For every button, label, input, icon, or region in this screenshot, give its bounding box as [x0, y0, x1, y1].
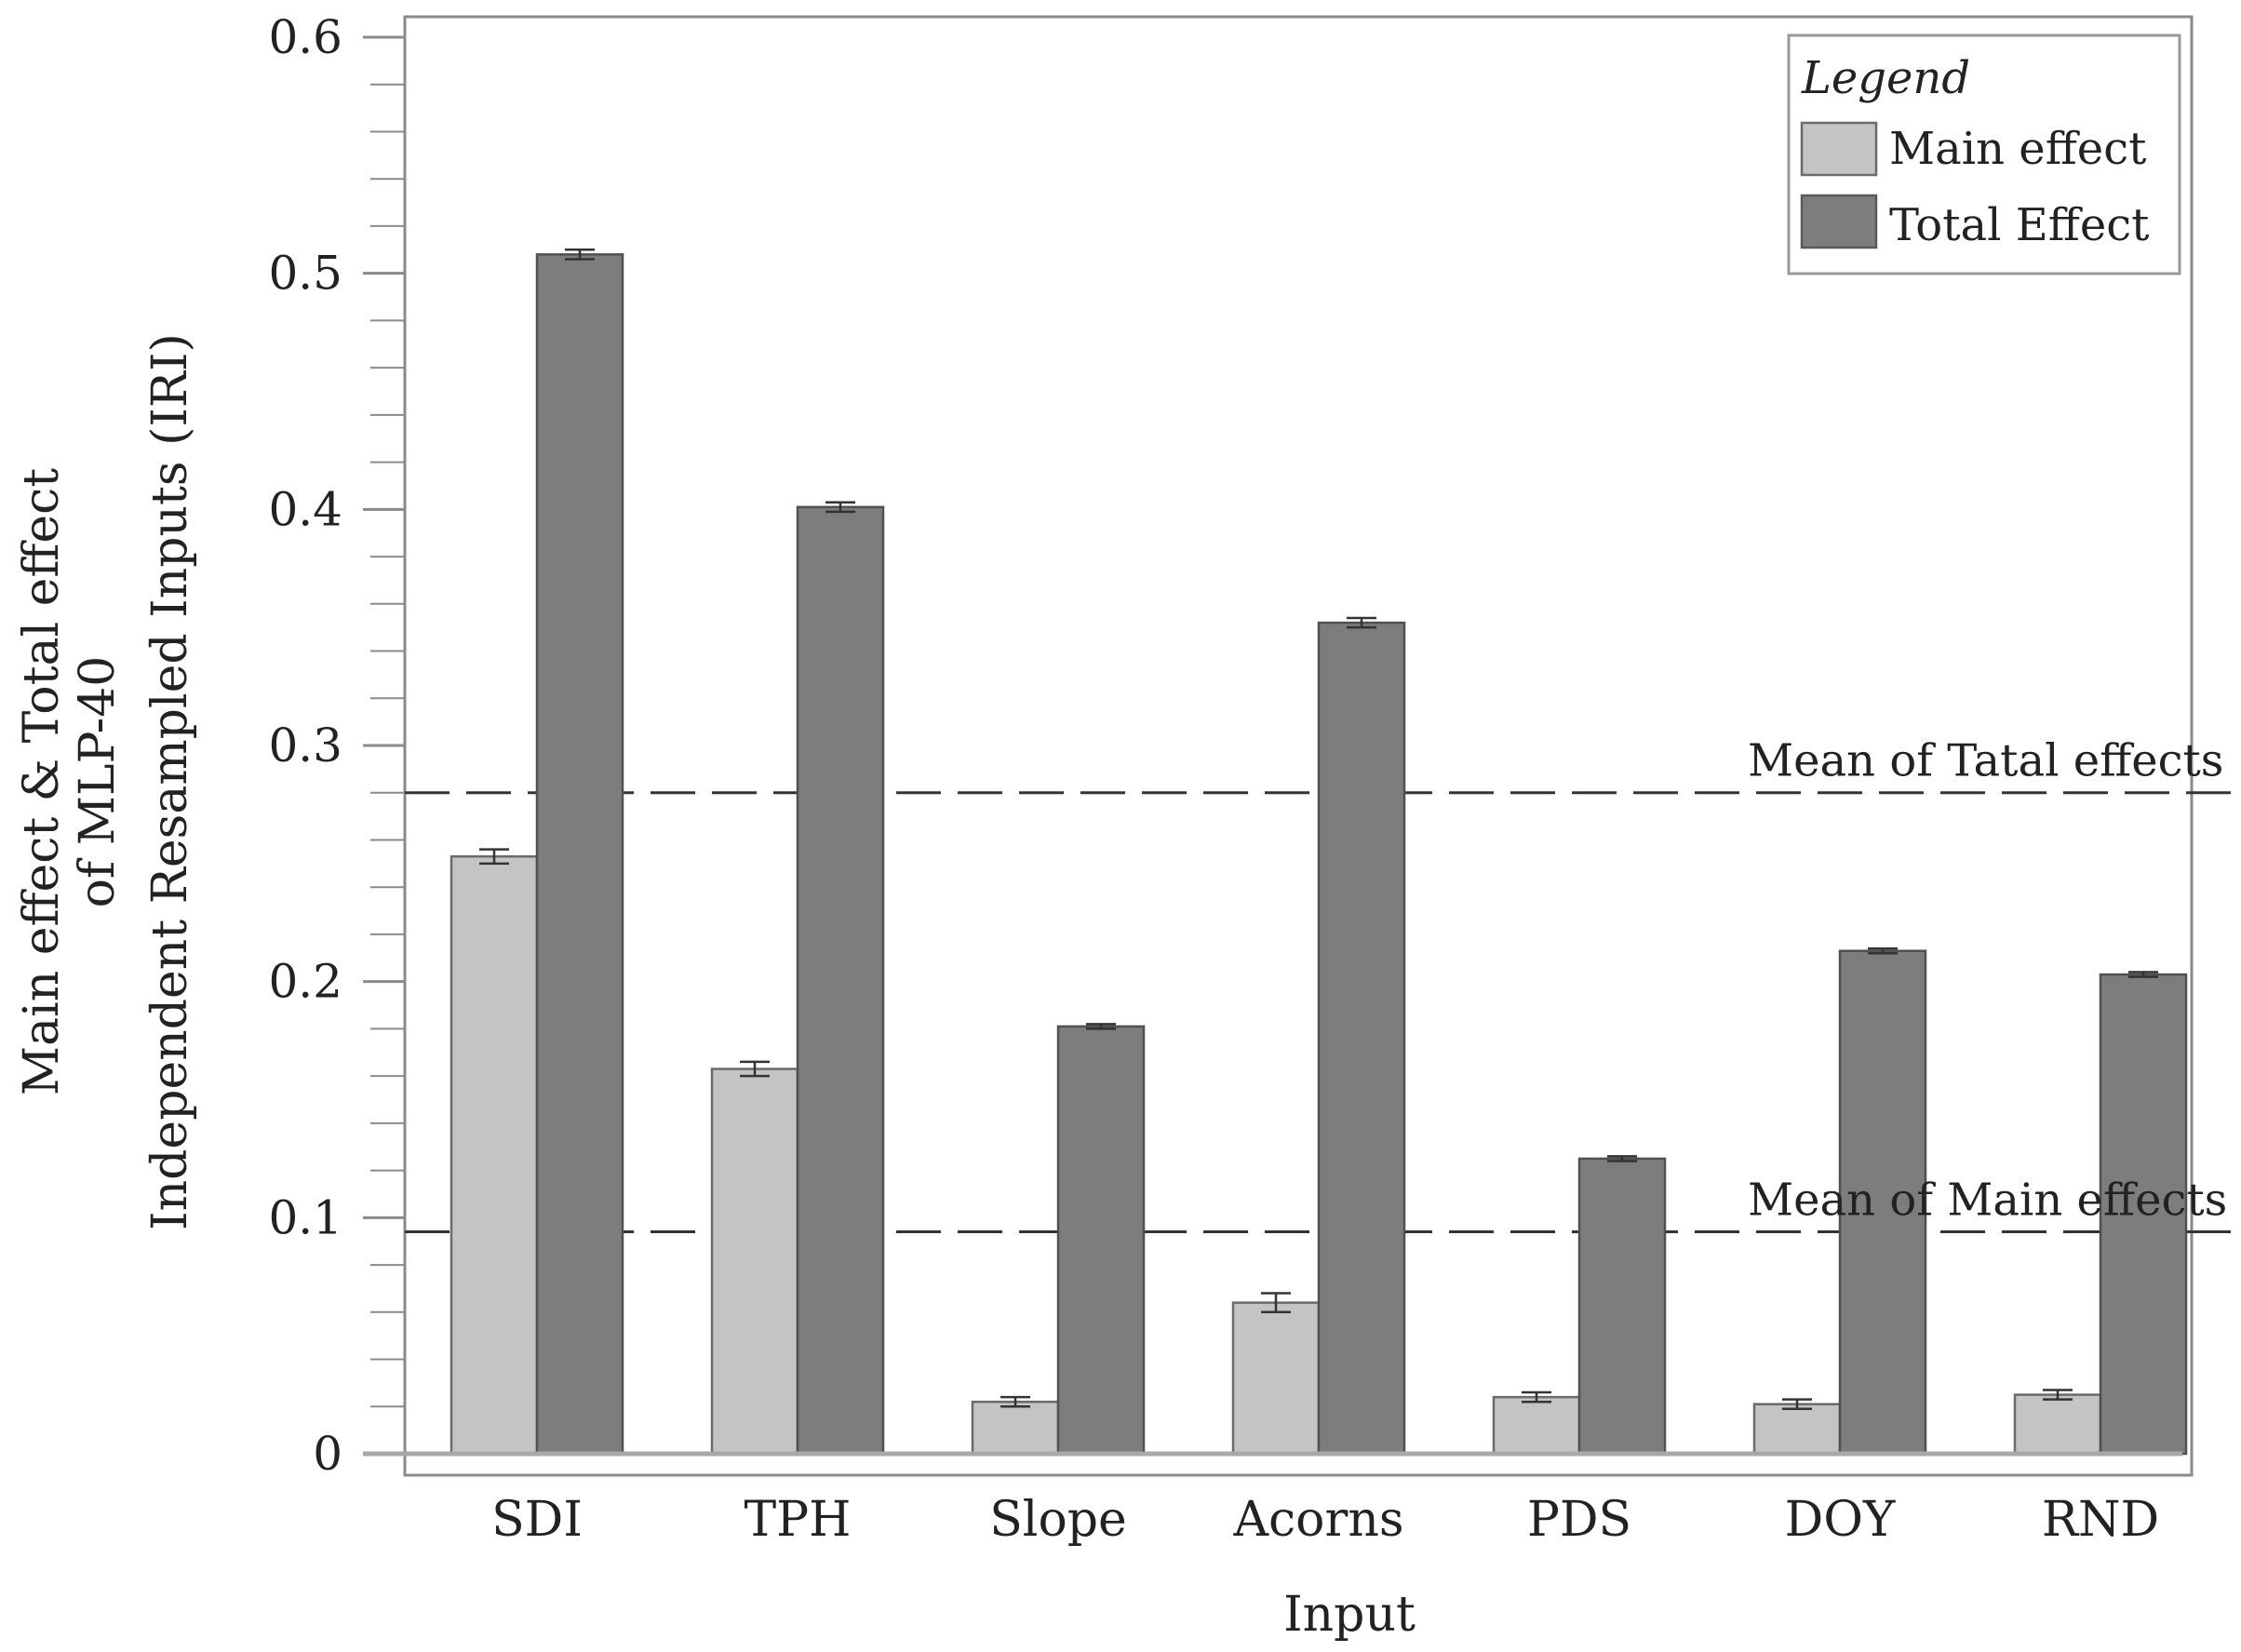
y-tick-label: 0.1	[268, 1190, 342, 1244]
legend-label-total-effect: Total Effect	[1889, 199, 2149, 251]
y-axis-title-line-1: Main effect & Total effect	[14, 468, 70, 1095]
y-tick-label: 0.6	[268, 10, 342, 64]
y-tick-label: 0.2	[268, 955, 342, 1009]
y-ticks: 0 0.1 0.2 0.3 0.4 0.5 0.6	[268, 10, 405, 1481]
x-tick-label-pds: PDS	[1527, 1492, 1631, 1548]
reference-labels: Mean of Tatal effects Mean of Main effect…	[1748, 735, 2227, 1227]
y-tick-label: 0.4	[268, 482, 342, 536]
x-tick-label-rnd: RND	[2042, 1492, 2159, 1548]
reference-line-label: Mean of Main effects	[1748, 1175, 2227, 1227]
legend-swatch-total-effect	[1800, 194, 1878, 249]
legend-swatch-main-effect	[1800, 121, 1878, 177]
bar-total-effect-acorns	[1317, 621, 1406, 1456]
bar-main-effect-doy	[1752, 1403, 1842, 1456]
y-tick-label: 0	[313, 1427, 342, 1481]
x-tick-label-acorns: Acorns	[1232, 1492, 1403, 1548]
bar-total-effect-sdi	[535, 253, 624, 1456]
x-axis-title: Input	[1283, 1587, 1416, 1643]
bar-main-effect-slope	[971, 1400, 1060, 1456]
bars	[450, 248, 2188, 1456]
y-tick-label: 0.3	[268, 719, 342, 772]
legend-label-main-effect: Main effect	[1889, 123, 2146, 175]
category-labels: SDI TPH Slope Acorns PDS DOY RND	[491, 1492, 2159, 1548]
x-tick-label-slope: Slope	[989, 1492, 1127, 1548]
y-tick-label: 0.5	[268, 247, 342, 301]
legend-title: Legend	[1801, 52, 1970, 104]
x-tick-label-sdi: SDI	[491, 1492, 583, 1548]
reference-line-label: Mean of Tatal effects	[1748, 735, 2223, 787]
bar-total-effect-pds	[1577, 1157, 1667, 1456]
x-tick-label-doy: DOY	[1785, 1492, 1896, 1548]
bar-main-effect-tph	[710, 1068, 799, 1456]
bar-total-effect-slope	[1056, 1025, 1146, 1456]
bar-main-effect-sdi	[450, 854, 539, 1456]
bar-total-effect-tph	[796, 505, 885, 1456]
y-axis-title: Main effect & Total effect of MLP-40 Ind…	[14, 333, 198, 1230]
bar-main-effect-rnd	[2013, 1393, 2102, 1456]
x-tick-label-tph: TPH	[744, 1492, 851, 1548]
y-axis-title-line-2: of MLP-40	[70, 656, 126, 908]
bar-main-effect-acorns	[1231, 1301, 1321, 1456]
bar-main-effect-pds	[1492, 1395, 1581, 1456]
legend: Legend Main effect Total Effect	[1787, 34, 2181, 275]
y-axis-title-line-3: Independent Resampled Inputs (IRI)	[142, 333, 198, 1230]
